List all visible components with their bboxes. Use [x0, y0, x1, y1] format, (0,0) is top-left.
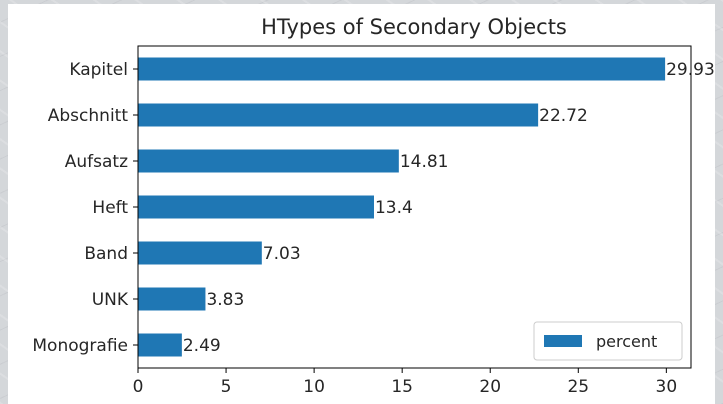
bar-abschnitt — [138, 103, 539, 127]
y-tick-label-unk: UNK — [92, 290, 129, 310]
bar-heft — [138, 195, 374, 219]
bar-unk — [138, 287, 206, 311]
x-axis: 0 5 10 15 20 25 30 — [133, 368, 678, 397]
value-label-monografie: 2.49 — [183, 336, 221, 356]
y-tick-label-abschnitt: Abschnitt — [48, 106, 129, 126]
legend-label-percent: percent — [596, 332, 657, 351]
legend-swatch — [544, 335, 582, 347]
plot-frame — [137, 45, 692, 369]
value-label-band: 7.03 — [263, 244, 301, 264]
bar-kapitel — [138, 57, 666, 81]
value-label-abschnitt: 22.72 — [539, 106, 588, 126]
value-label-unk: 3.83 — [206, 290, 244, 310]
legend-box — [533, 321, 683, 361]
chart-title: HTypes of Secondary Objects — [261, 15, 567, 39]
x-tick-label-0: 0 — [133, 377, 144, 397]
x-tick-label-20: 20 — [479, 377, 501, 397]
y-tick-label-aufsatz: Aufsatz — [65, 152, 128, 172]
y-tick-label-heft: Heft — [92, 198, 128, 218]
x-tick-label-25: 25 — [567, 377, 589, 397]
bars-group — [138, 57, 666, 357]
y-tick-label-band: Band — [84, 244, 128, 264]
value-label-aufsatz: 14.81 — [400, 152, 449, 172]
x-tick-label-10: 10 — [303, 377, 325, 397]
bar-aufsatz — [138, 149, 399, 173]
bar-band — [138, 241, 262, 265]
bar-monografie — [138, 333, 182, 357]
x-tick-label-15: 15 — [391, 377, 413, 397]
y-tick-label-kapitel: Kapitel — [69, 60, 128, 80]
value-label-kapitel: 29.93 — [666, 60, 715, 80]
value-label-heft: 13.4 — [375, 198, 413, 218]
value-labels-group: 29.93 22.72 14.81 13.4 7.03 3.83 2.49 — [183, 60, 715, 356]
x-tick-label-5: 5 — [221, 377, 232, 397]
x-tick-label-30: 30 — [656, 377, 678, 397]
y-tick-label-monografie: Monografie — [32, 336, 128, 356]
y-axis: Kapitel Abschnitt Aufsatz Heft Band UNK Monogr… — [32, 60, 138, 356]
legend[interactable]: percent — [533, 321, 683, 361]
